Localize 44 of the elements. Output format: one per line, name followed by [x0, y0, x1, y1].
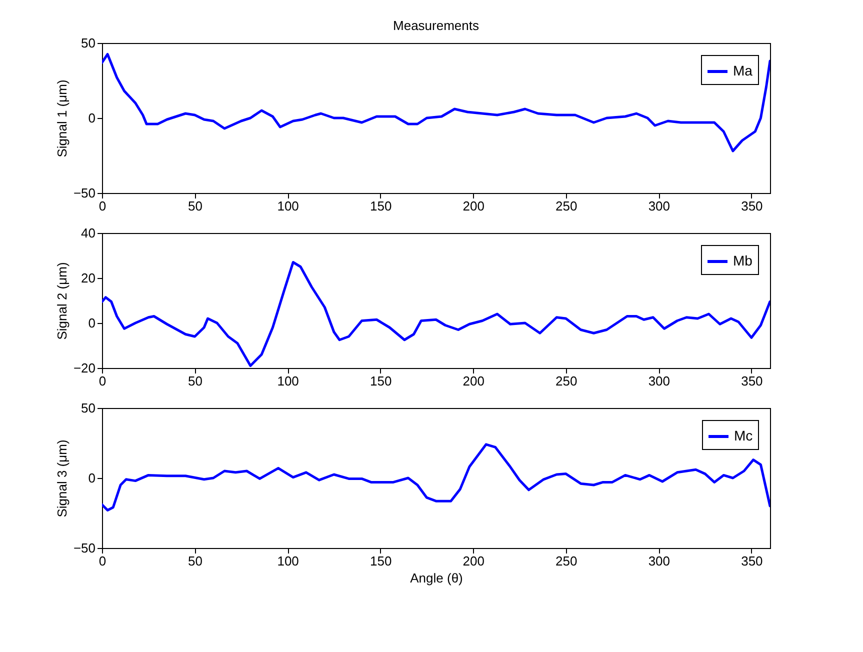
y-tick-label: 20 [81, 270, 96, 286]
x-tick-label: 0 [98, 554, 106, 568]
line-series [102, 53, 770, 152]
x-tick-label: 150 [370, 198, 392, 214]
y-tick-label: −20 [73, 360, 96, 376]
x-tick-label: 200 [462, 198, 484, 214]
x-tick-label: 0 [98, 374, 106, 388]
y-tick-label: 40 [81, 226, 96, 240]
y-tick-label: 50 [81, 400, 96, 416]
x-tick-label: 300 [648, 374, 670, 388]
x-tick-label: 50 [188, 374, 203, 388]
x-tick-label: 350 [741, 554, 763, 568]
x-tick-label: 350 [741, 198, 763, 214]
legend-label: Mb [733, 252, 753, 268]
x-tick-label: 250 [556, 554, 578, 568]
x-tick-label: 200 [462, 554, 484, 568]
x-tick-label: 300 [648, 198, 670, 214]
line-series [102, 443, 770, 512]
x-tick-label: 50 [188, 554, 203, 568]
y-axis-title: Signal 1 (μm) [54, 80, 70, 158]
legend-label: Mc [734, 428, 753, 444]
x-tick-label: 150 [370, 554, 392, 568]
y-tick-label: 0 [88, 316, 96, 330]
x-tick-label: 100 [277, 554, 299, 568]
x-tick-label: 250 [556, 198, 578, 214]
y-axis-title: Signal 2 (μm) [54, 262, 70, 340]
y-tick-label: 0 [88, 110, 96, 126]
y-tick-label: 50 [81, 36, 96, 50]
x-tick-label: 200 [462, 374, 484, 388]
x-tick-label: 100 [277, 198, 299, 214]
x-tick-label: 350 [741, 374, 763, 388]
x-tick-label: 100 [277, 374, 299, 388]
x-tick-label: 150 [370, 374, 392, 388]
x-tick-label: 300 [648, 554, 670, 568]
x-tick-label: 50 [188, 198, 203, 214]
x-tick-label: 0 [98, 198, 106, 214]
legend-label: Ma [733, 62, 753, 78]
chart-title: Measurements [393, 18, 480, 33]
x-tick-label: 250 [556, 374, 578, 388]
y-tick-label: −50 [73, 540, 96, 556]
x-axis-title: Angle (θ) [410, 570, 463, 586]
y-tick-label: 0 [88, 470, 96, 486]
y-tick-label: −50 [73, 186, 96, 200]
y-axis-title: Signal 3 (μm) [54, 440, 70, 518]
